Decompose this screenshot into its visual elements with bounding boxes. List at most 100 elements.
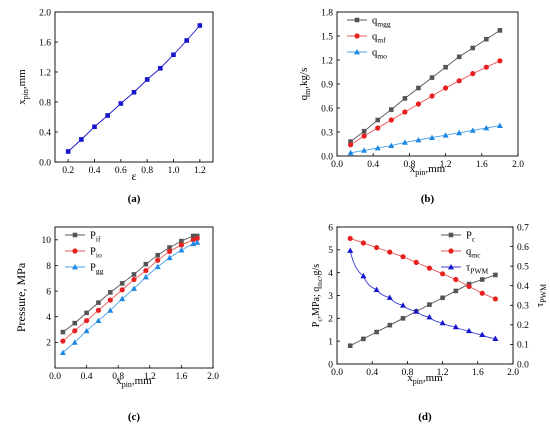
data-point bbox=[131, 89, 137, 95]
data-point bbox=[442, 132, 449, 138]
x-tick-label: 0.4 bbox=[367, 160, 379, 170]
chart-panel-d: 0.0 0.4 0.8 1.2 1.6 2.0 0 1 2 3 4 5 6 0.0 0.1 0.2 0.3 0.4… bbox=[311, 223, 548, 423]
x-tick-label: 0.0 bbox=[331, 160, 343, 170]
y-tick-label: 10 bbox=[42, 236, 52, 246]
x-axis-label: ε bbox=[131, 169, 136, 183]
data-point bbox=[479, 290, 485, 296]
data-point bbox=[131, 272, 137, 277]
data-point bbox=[456, 129, 463, 136]
label-text: ,MPa; q bbox=[311, 287, 322, 319]
data-point bbox=[361, 336, 366, 342]
label-text: q bbox=[372, 32, 378, 43]
data-point bbox=[479, 331, 486, 338]
label-text: τ bbox=[466, 263, 470, 274]
legend-label: qmgg bbox=[372, 16, 391, 29]
data-point bbox=[178, 242, 184, 248]
legend-marker bbox=[354, 17, 360, 23]
data-point bbox=[190, 237, 196, 243]
data-point bbox=[400, 302, 406, 308]
label-subscript: gg bbox=[96, 266, 104, 275]
series-line-2 bbox=[350, 125, 500, 154]
data-point bbox=[429, 75, 435, 80]
data-point bbox=[400, 254, 406, 260]
label-text: ,g/s bbox=[311, 264, 322, 278]
data-point bbox=[415, 101, 422, 107]
data-point bbox=[348, 139, 353, 144]
label-subscript: pin bbox=[413, 377, 423, 386]
data-point bbox=[373, 286, 380, 293]
series-line-0 bbox=[67, 25, 201, 152]
data-point bbox=[402, 96, 408, 101]
data-point bbox=[386, 294, 393, 300]
data-point bbox=[470, 45, 476, 51]
legend-label: qmc bbox=[466, 247, 481, 260]
data-point bbox=[347, 235, 353, 242]
data-point bbox=[413, 259, 419, 265]
data-point bbox=[429, 134, 436, 140]
data-point bbox=[119, 287, 125, 293]
label-subscript: mc bbox=[471, 250, 481, 259]
legend-marker bbox=[448, 264, 454, 270]
data-point bbox=[483, 125, 490, 131]
data-point bbox=[453, 288, 459, 294]
data-point bbox=[440, 295, 445, 301]
data-point bbox=[155, 257, 161, 263]
data-point bbox=[347, 142, 354, 148]
data-point bbox=[401, 139, 408, 145]
data-point bbox=[415, 137, 422, 143]
label-text: P bbox=[90, 231, 96, 242]
y-tick-label: 1.2 bbox=[39, 68, 51, 78]
label-text: x bbox=[407, 372, 413, 384]
y-right-axis-label: τPWM bbox=[534, 284, 548, 307]
data-point bbox=[497, 58, 503, 64]
y-tick-label: 8 bbox=[46, 262, 51, 272]
y-axis-label: xpin,mm bbox=[16, 69, 30, 105]
legend-label: qmf bbox=[372, 32, 386, 45]
data-point bbox=[426, 265, 432, 271]
data-point bbox=[60, 338, 66, 344]
y-tick-label: 0 bbox=[328, 360, 333, 370]
x-tick-label: 0.0 bbox=[49, 372, 61, 382]
data-point bbox=[402, 109, 408, 115]
label-text: ,mm bbox=[425, 163, 445, 175]
x-tick-label: 2.0 bbox=[512, 160, 524, 170]
legend-marker bbox=[448, 248, 454, 254]
label-subscript: mf bbox=[377, 35, 386, 44]
label-text: q bbox=[372, 48, 378, 59]
legend-label: Pio bbox=[90, 247, 102, 260]
data-point bbox=[456, 54, 462, 60]
data-point bbox=[496, 122, 503, 128]
y-tick-label: 2 bbox=[328, 315, 333, 325]
data-point bbox=[389, 107, 394, 112]
x-tick-label: 2.0 bbox=[507, 368, 519, 378]
y-tick-label: 2 bbox=[46, 339, 51, 349]
data-point bbox=[452, 323, 459, 330]
legend-marker bbox=[354, 33, 360, 39]
chart-panel-b: 0.0 0.4 0.8 1.2 1.6 2.0 0.0 0.3 0.6 0.9 1.2 1.5 1.8 (… bbox=[298, 8, 524, 205]
series-line-1 bbox=[350, 60, 501, 146]
data-point bbox=[347, 247, 354, 253]
label-subscript: io bbox=[96, 250, 102, 259]
x-tick-label: 0.4 bbox=[366, 368, 378, 378]
label-text: x bbox=[116, 375, 122, 387]
y-tick-label: 0.0 bbox=[39, 158, 51, 168]
data-point bbox=[400, 316, 406, 321]
series-line-1 bbox=[62, 238, 198, 342]
data-point bbox=[374, 329, 379, 335]
label-text: x bbox=[410, 163, 416, 175]
panel-caption: (d) bbox=[418, 411, 432, 423]
y-tick-label: 3 bbox=[328, 292, 333, 302]
x-tick-label: 2.0 bbox=[207, 372, 219, 382]
label-subscript: pin bbox=[415, 168, 425, 177]
data-point bbox=[440, 271, 446, 277]
data-point bbox=[375, 125, 381, 131]
data-point bbox=[158, 65, 163, 71]
x-tick-label: 0.2 bbox=[62, 166, 74, 176]
y-right-tick-label: 0.3 bbox=[517, 302, 529, 312]
data-point bbox=[171, 52, 176, 58]
y-tick-label: 4 bbox=[328, 269, 333, 279]
panel-caption: (b) bbox=[421, 193, 435, 205]
y-tick-label: 2.0 bbox=[39, 8, 51, 18]
label-text: q bbox=[466, 247, 472, 258]
